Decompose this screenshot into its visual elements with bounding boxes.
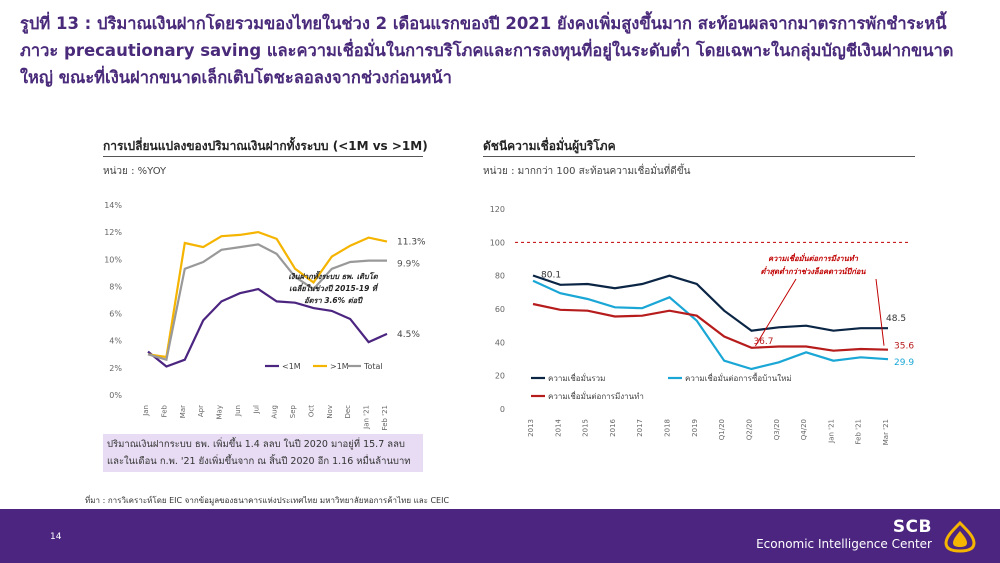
y-tick-label: 12% (104, 228, 122, 237)
x-tick-label: Feb '21 (855, 419, 863, 444)
deposit-note-line-1: ปริมาณเงินฝากระบบ ธพ. เพิ่มขึ้น 1.4 ลลบ … (107, 439, 405, 450)
series-line-1M-1 (147, 230, 388, 359)
x-tick-label: Q1/20 (718, 419, 726, 440)
y-tick-label: 60 (495, 305, 505, 314)
y-tick-label: 40 (495, 338, 505, 347)
y-tick-label: 14% (104, 201, 122, 210)
x-tick-label: Jun (234, 405, 242, 417)
y-tick-label: 4% (109, 337, 122, 346)
x-tick-label: 2016 (609, 418, 617, 436)
end-data-label: 11.3% (397, 238, 426, 248)
right-chart-unit: หน่วย : มากกว่า 100 สะท้อนความเชื่อมั่นท… (483, 166, 691, 177)
x-tick-label: Feb (160, 404, 168, 417)
left-chart-unit: หน่วย : %YOY (103, 166, 167, 177)
x-tick-label: Q3/20 (773, 419, 781, 440)
end-data-label: 9.9% (397, 260, 420, 270)
y-tick-label: 6% (109, 310, 122, 319)
x-tick-label: 2015 (582, 419, 590, 437)
legend-label: >1M (330, 362, 349, 371)
x-tick-label: Jul (252, 405, 260, 415)
x-tick-label: Jan '21 (363, 405, 371, 430)
legend-label: ความเชื่อมั่นต่อการซื้อบ้านใหม่ (685, 372, 792, 383)
data-label-employment-q220: 36.7 (753, 337, 773, 347)
x-tick-label: 2017 (636, 419, 644, 437)
annotation-arrow-right (875, 278, 885, 346)
x-tick-label: Mar '21 (882, 419, 890, 445)
confidence-series-line-2 (532, 302, 889, 352)
deposit-note-line-2: และในเดือน ก.พ. '21 ยังเพิ่มขึ้นจาก ณ สิ… (107, 456, 411, 467)
data-label-total-latest: 48.5 (886, 314, 906, 324)
x-tick-label: Dec (344, 405, 352, 419)
source-text: ที่มา : การวิเคราะห์โดย EIC จากข้อมูลของ… (85, 496, 450, 505)
x-tick-label: Feb '21 (381, 405, 389, 430)
left-chart-title: การเปลี่ยนแปลงของปริมาณเงินฝากทั้งระบบ (… (103, 139, 428, 153)
y-tick-label: 2% (109, 364, 122, 373)
slide-title: รูปที่ 13 : ปริมาณเงินฝากโดยรวมของไทยในช… (20, 14, 954, 87)
right-chart-rule (483, 156, 915, 157)
y-tick-label: 20 (495, 372, 505, 381)
series-line-Total-2 (147, 243, 387, 362)
y-tick-label: 80 (495, 272, 505, 281)
y-tick-label: 120 (490, 205, 505, 214)
left-chart-rule (103, 156, 423, 157)
x-tick-label: Q4/20 (800, 419, 808, 440)
growth-annotation-line: เฉลี่ยในช่วงปี 2015-19 ที่ (289, 283, 379, 293)
x-tick-label: Oct (307, 405, 315, 417)
x-tick-label: Mar (179, 405, 187, 418)
annotation-arrow-left (755, 278, 797, 347)
y-tick-label: 8% (109, 282, 122, 291)
growth-annotation-line: เงินฝากทั้งระบบ ธพ. เติบโต (288, 270, 378, 281)
x-tick-label: 2013 (527, 419, 535, 437)
right-chart-title: ดัชนีความเชื่อมั่นผู้บริโภค (483, 139, 616, 153)
x-tick-label: 2018 (664, 419, 672, 437)
x-tick-label: Sep (289, 404, 297, 418)
page-number: 14 (50, 532, 62, 542)
x-tick-label: Jan (142, 405, 150, 417)
y-tick-label: 0 (500, 405, 505, 414)
x-tick-label: 2019 (691, 419, 699, 437)
x-tick-label: Aug (271, 405, 279, 419)
y-tick-label: 0% (109, 391, 122, 400)
x-tick-label: May (216, 405, 224, 419)
brand-subtitle: Economic Intelligence Center (756, 537, 932, 551)
brand-block: SCB Economic Intelligence Center (756, 518, 932, 552)
scb-logo-icon (944, 520, 976, 553)
employment-annotation-line: ความเชื่อมั่นต่อการมีงานทำ (768, 253, 859, 263)
legend-label: <1M (282, 362, 301, 371)
confidence-series-line-0 (532, 274, 888, 332)
x-tick-label: Apr (197, 405, 205, 417)
y-tick-label: 10% (104, 255, 122, 264)
legend-label: Total (363, 362, 383, 371)
growth-annotation-line: อัตรา 3.6% ต่อปี (304, 296, 363, 305)
x-tick-label: Q2/20 (745, 419, 753, 440)
x-tick-label: 2014 (554, 418, 562, 436)
confidence-series-line-1 (532, 279, 889, 371)
data-label-housing-latest: 29.9 (894, 358, 914, 368)
brand-name: SCB (892, 517, 932, 537)
x-tick-label: Nov (326, 405, 334, 419)
footer-bar: 14 SCB Economic Intelligence Center (0, 509, 1000, 563)
x-tick-label: Jan '21 (827, 419, 835, 444)
end-data-label: 4.5% (397, 330, 420, 340)
deposit-growth-chart: 14% 12% 10% 8% 6% 4% 2% 0% Jan Feb Mar Apr May Jun Jul… (104, 201, 426, 430)
series-line-1M-0 (147, 287, 388, 368)
legend-label: ความเชื่อมั่นต่อการมีงานทำ (548, 390, 644, 401)
y-tick-label: 100 (490, 238, 505, 247)
deposit-note-box: ปริมาณเงินฝากระบบ ธพ. เพิ่มขึ้น 1.4 ลลบ … (103, 434, 423, 472)
legend-label: ความเชื่อมั่นรวม (548, 372, 605, 383)
data-label-total-2013: 80.1 (541, 271, 561, 281)
data-label-employment-latest: 35.6 (894, 342, 914, 352)
consumer-confidence-chart: 120 100 80 60 40 20 0 2013 2014 2015 2016 2017 2018 2… (490, 205, 915, 445)
employment-annotation-line: ต่ำสุดต่ำกว่าช่วงล็อคดาวน์ปีก่อน (760, 266, 866, 277)
